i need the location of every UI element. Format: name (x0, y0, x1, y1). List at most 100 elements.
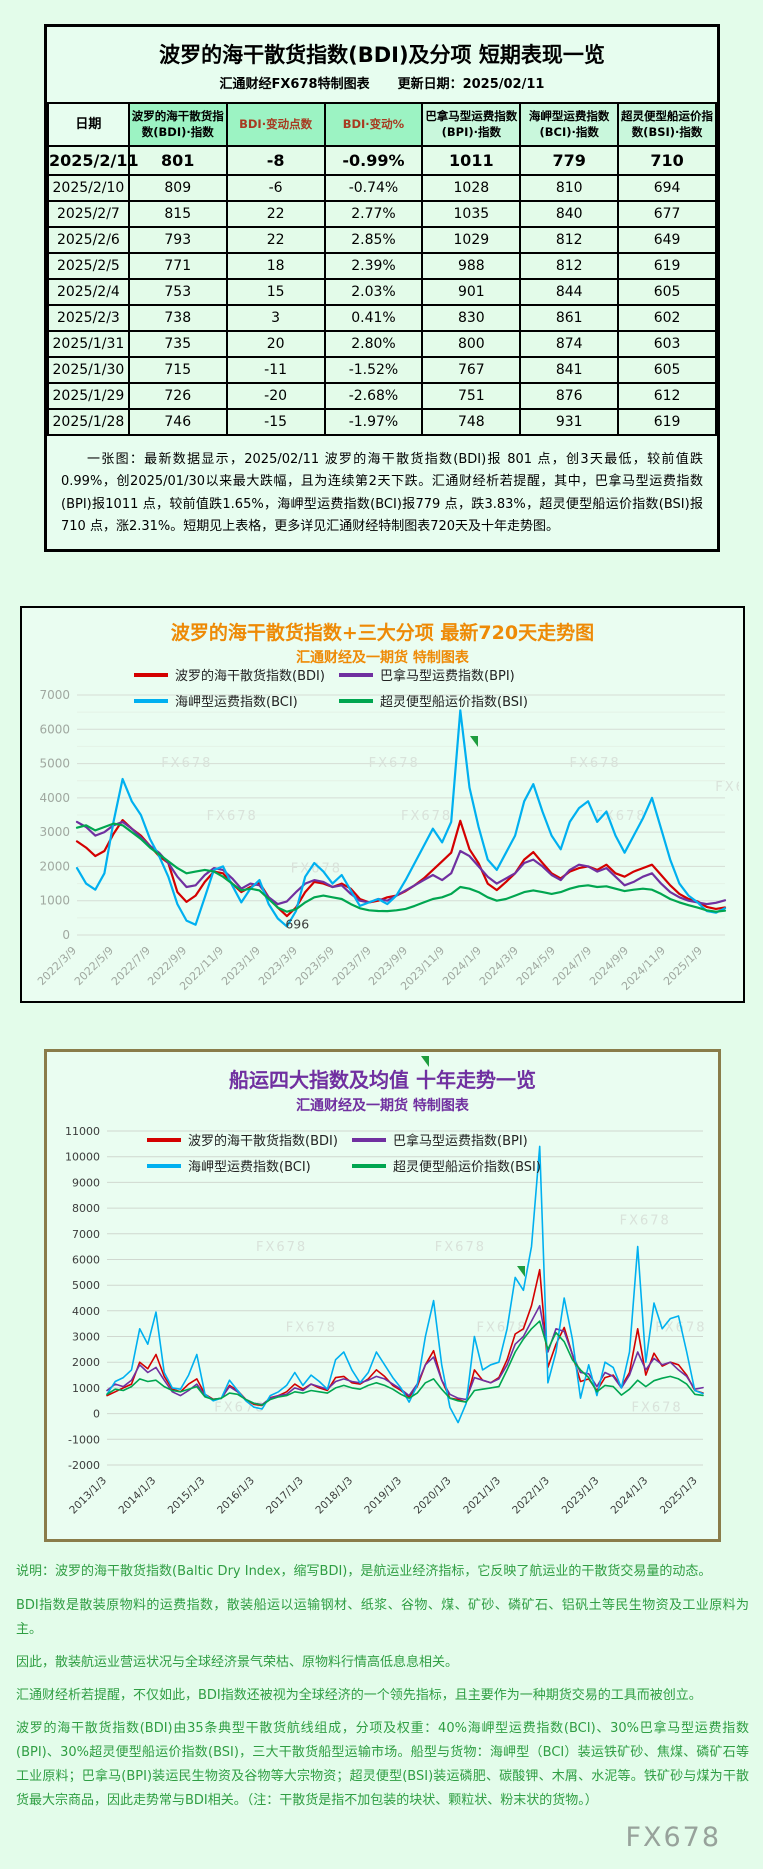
table-cell: 931 (519, 408, 620, 437)
legend-item: 海岬型运费指数(BCI) (134, 691, 339, 710)
table-cell: 861 (519, 304, 620, 333)
chart-720d-box: 波罗的海干散货指数+三大分项 最新720天走势图 汇通财经及一期货 特制图表 波… (20, 606, 745, 1004)
svg-text:7000: 7000 (72, 1228, 100, 1241)
table-cell: 2.77% (323, 200, 424, 229)
legend-swatch-icon (147, 1137, 181, 1142)
table-cell: 22 (225, 200, 326, 229)
table-cell: 602 (617, 304, 717, 333)
table-cell: 809 (127, 174, 228, 203)
table-cell: 2025/2/7 (47, 200, 130, 229)
legend-swatch-icon (134, 672, 168, 677)
svg-text:0: 0 (62, 928, 70, 942)
chart-720d-title: 波罗的海干散货指数+三大分项 最新720天走势图 (170, 622, 595, 645)
explanation-notes: 说明：波罗的海干散货指数(Baltic Dry Index，缩写BDI)，是航运… (16, 1560, 749, 1812)
table-cell: -1.97% (323, 408, 424, 437)
svg-text:FX678: FX678 (256, 1241, 307, 1256)
svg-text:2000: 2000 (39, 860, 70, 874)
report-summary: 一张图：最新数据显示，2025/02/11 波罗的海干散货指数(BDI)报 80… (61, 452, 703, 535)
svg-text:2020/1/3: 2020/1/3 (411, 1475, 453, 1517)
chart-10y-box: 船运四大指数及均值 十年走势一览 汇通财经及一期货 特制图表 波罗的海干散货指数… (44, 1049, 721, 1543)
svg-text:FX678: FX678 (401, 809, 452, 824)
table-cell: -11 (225, 356, 326, 385)
svg-text:6000: 6000 (72, 1254, 100, 1267)
legend-label: 超灵便型船运价指数(BSI) (380, 695, 528, 711)
chart-720d-plot: 0 1000 2000 3000 4000 5000 6000 7000 FX678 FX678 F… (34, 688, 739, 993)
legend-label: 超灵便型船运价指数(BSI) (393, 1160, 541, 1176)
cursor-artifact-icon (517, 1266, 525, 1278)
table-cell: 2025/2/3 (47, 304, 130, 333)
svg-text:2021/1/3: 2021/1/3 (461, 1475, 503, 1517)
svg-text:9000: 9000 (72, 1177, 100, 1190)
table-cell: 612 (617, 382, 717, 411)
table-cell: 3 (225, 304, 326, 333)
legend-swatch-icon (134, 698, 168, 703)
report-update-date: 更新日期：2025/02/11 (397, 77, 545, 92)
svg-text:-1000: -1000 (68, 1434, 100, 1447)
chart-10y-title: 船运四大指数及均值 十年走势一览 (229, 1068, 536, 1093)
table-cell: 876 (519, 382, 620, 411)
svg-text:2019/1/3: 2019/1/3 (362, 1475, 404, 1517)
svg-text:2025/1/3: 2025/1/3 (657, 1475, 699, 1517)
svg-text:FX678: FX678 (206, 809, 257, 824)
svg-text:2023/3/9: 2023/3/9 (255, 944, 299, 988)
table-cell: 748 (421, 408, 522, 437)
table-cell: 840 (519, 200, 620, 229)
column-header: 波罗的海干散货指数(BDI)·指数 (127, 101, 228, 148)
fx678-logo: FX678 (625, 1821, 721, 1853)
table-cell: 767 (421, 356, 522, 385)
svg-text:2000: 2000 (72, 1357, 100, 1370)
table-cell: 1011 (421, 145, 522, 177)
table-cell: 812 (519, 226, 620, 255)
column-header: 海岬型运费指数(BCI)·指数 (519, 101, 620, 148)
table-cell: 841 (519, 356, 620, 385)
svg-text:6000: 6000 (39, 723, 70, 737)
legend-item: 波罗的海干散货指数(BDI) (134, 665, 339, 684)
chart-10y-legend: 波罗的海干散货指数(BDI) 巴拿马型运费指数(BPI) 海岬型运费指数(BCI) 超… (147, 1130, 602, 1175)
svg-text:1000: 1000 (39, 894, 70, 908)
svg-text:FX678: FX678 (655, 1321, 706, 1336)
svg-text:2016/1/3: 2016/1/3 (215, 1475, 257, 1517)
table-row: 2025/2/7 815 22 2.77% 1035 840 677 (47, 200, 717, 229)
table-cell: 812 (519, 252, 620, 281)
svg-text:1000: 1000 (72, 1382, 100, 1395)
legend-item: 波罗的海干散货指数(BDI) (147, 1130, 352, 1149)
table-cell: 800 (421, 330, 522, 359)
table-cell: 801 (127, 145, 228, 177)
table-row: 2025/2/3 738 3 0.41% 830 861 602 (47, 304, 717, 333)
chart-720d-subtitle: 汇通财经及一期货 特制图表 (296, 650, 469, 667)
table-cell: 2025/2/11 (47, 145, 139, 177)
svg-text:2014/1/3: 2014/1/3 (116, 1475, 158, 1517)
legend-label: 波罗的海干散货指数(BDI) (188, 1134, 338, 1150)
svg-text:FX678: FX678 (619, 1214, 670, 1229)
svg-text:5000: 5000 (39, 757, 70, 771)
column-header: 日期 (47, 101, 130, 148)
table-cell: 2025/2/10 (47, 174, 130, 203)
table-cell: 694 (617, 174, 717, 203)
note-paragraph: BDI指数是散装原物料的运费指数，散装船运以运输钢材、纸浆、谷物、煤、矿砂、磷矿… (16, 1597, 749, 1637)
svg-text:0: 0 (93, 1408, 100, 1421)
table-cell: 901 (421, 278, 522, 307)
svg-text:-2000: -2000 (68, 1459, 100, 1472)
svg-text:2023/1/3: 2023/1/3 (559, 1475, 601, 1517)
report-subtitle: 汇通财经FX678特制图表 更新日期：2025/02/11 (47, 73, 717, 92)
table-cell: 753 (127, 278, 228, 307)
legend-label: 海岬型运费指数(BCI) (175, 695, 298, 711)
table-row: 2025/2/4 753 15 2.03% 901 844 605 (47, 278, 717, 307)
svg-text:FX678: FX678 (285, 1321, 336, 1336)
svg-text:FX678: FX678 (715, 780, 739, 795)
legend-item: 超灵便型船运价指数(BSI) (339, 691, 589, 710)
table-cell: 2025/1/28 (47, 408, 130, 437)
svg-text:4000: 4000 (39, 791, 70, 805)
chart-720d-legend: 波罗的海干散货指数(BDI) 巴拿马型运费指数(BPI) 海岬型运费指数(BCI) 超… (134, 665, 589, 710)
column-header: 巴拿马型运费指数(BPI)·指数 (421, 101, 522, 148)
table-cell: -0.74% (323, 174, 424, 203)
bdi-report-box: 波罗的海干散货指数(BDI)及分项 短期表现一览 汇通财经FX678特制图表 更… (44, 24, 720, 553)
table-cell: 771 (127, 252, 228, 281)
cursor-artifact-icon (470, 736, 478, 748)
svg-text:FX678: FX678 (434, 1241, 485, 1256)
table-cell: 2.39% (323, 252, 424, 281)
table-cell: 793 (127, 226, 228, 255)
table-cell: 605 (617, 278, 717, 307)
cursor-artifact-icon (421, 1056, 429, 1068)
table-row: 2025/1/28 746 -15 -1.97% 748 931 619 (47, 408, 717, 437)
